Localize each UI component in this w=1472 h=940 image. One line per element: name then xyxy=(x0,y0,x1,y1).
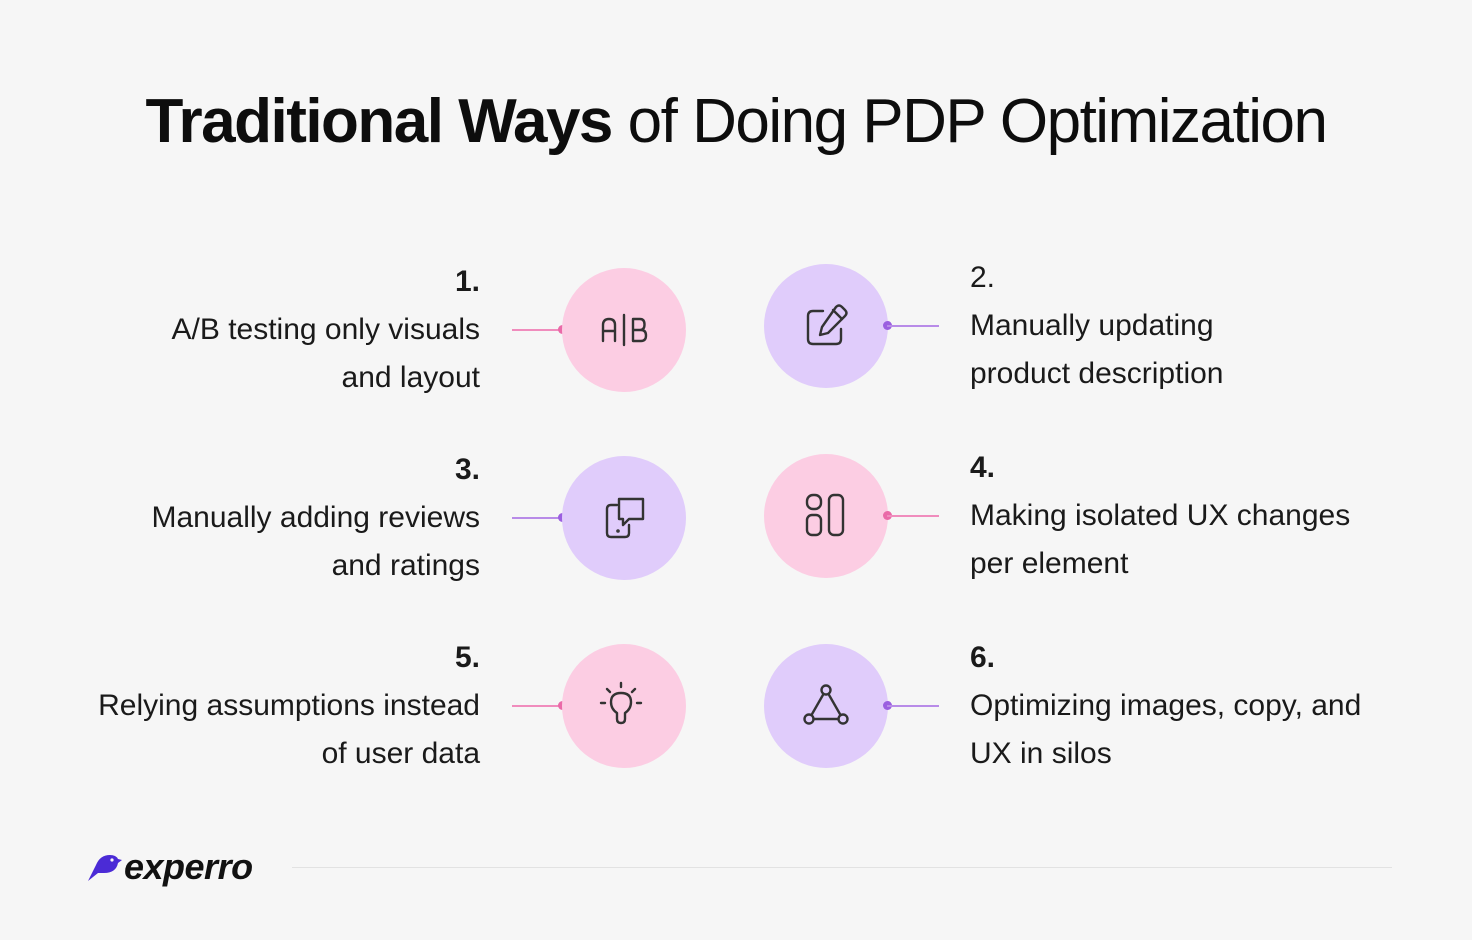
item-line-2: of user data xyxy=(321,737,480,770)
review-icon xyxy=(605,497,645,539)
item-4-text: 4. Making isolated UX changes per elemen… xyxy=(970,444,1440,588)
item-3-text: 3. Manually adding reviews and ratings xyxy=(10,446,480,590)
title-bold: Traditional Ways xyxy=(145,87,614,156)
item-line-1: Relying assumptions instead xyxy=(98,689,480,722)
item-2-circle xyxy=(764,264,888,388)
item-1-text: 1. A/B testing only visuals and layout xyxy=(10,258,480,402)
item-4-circle xyxy=(764,454,888,578)
item-line-1: Manually updating xyxy=(970,309,1214,342)
ab-test-icon xyxy=(601,313,648,347)
experro-logo: experro xyxy=(86,846,253,888)
lightbulb-icon xyxy=(599,681,643,725)
item-5-circle xyxy=(562,644,686,768)
item-line-2: and ratings xyxy=(331,549,480,582)
connector-6 xyxy=(887,705,939,707)
item-6-circle xyxy=(764,644,888,768)
item-line-1: Optimizing images, copy, and xyxy=(970,689,1362,722)
item-line-1: A/B testing only visuals xyxy=(171,313,480,346)
bird-icon xyxy=(88,855,122,881)
connector-3 xyxy=(512,517,562,519)
network-triangle-icon xyxy=(803,684,849,725)
page-title: Traditional Ways of Doing PDP Optimizati… xyxy=(0,86,1472,157)
connector-4 xyxy=(887,515,939,517)
item-line-2: per element xyxy=(970,547,1129,580)
connector-1 xyxy=(512,329,562,331)
item-number: 5. xyxy=(454,641,480,674)
connector-5 xyxy=(512,705,562,707)
layout-blocks-icon xyxy=(805,493,845,537)
item-number: 6. xyxy=(970,641,996,674)
item-line-2: and layout xyxy=(341,361,480,394)
connector-2 xyxy=(887,325,939,327)
item-1-circle xyxy=(562,268,686,392)
item-5-text: 5. Relying assumptions instead of user d… xyxy=(10,634,480,778)
title-regular: of Doing PDP Optimization xyxy=(611,87,1328,156)
item-number: 4. xyxy=(970,451,996,484)
item-line-1: Manually adding reviews xyxy=(151,501,480,534)
item-number: 3. xyxy=(454,453,480,486)
item-line-2: product description xyxy=(970,357,1224,390)
logo-text: experro xyxy=(124,846,253,887)
footer-divider xyxy=(292,867,1392,868)
item-number: 2. xyxy=(970,261,996,294)
item-6-text: 6. Optimizing images, copy, and UX in si… xyxy=(970,634,1440,778)
item-number: 1. xyxy=(454,265,480,298)
item-line-1: Making isolated UX changes xyxy=(970,499,1351,532)
item-3-circle xyxy=(562,456,686,580)
item-2-text: 2. Manually updating product description xyxy=(970,254,1440,398)
item-line-2: UX in silos xyxy=(970,737,1112,770)
edit-icon xyxy=(806,304,848,346)
